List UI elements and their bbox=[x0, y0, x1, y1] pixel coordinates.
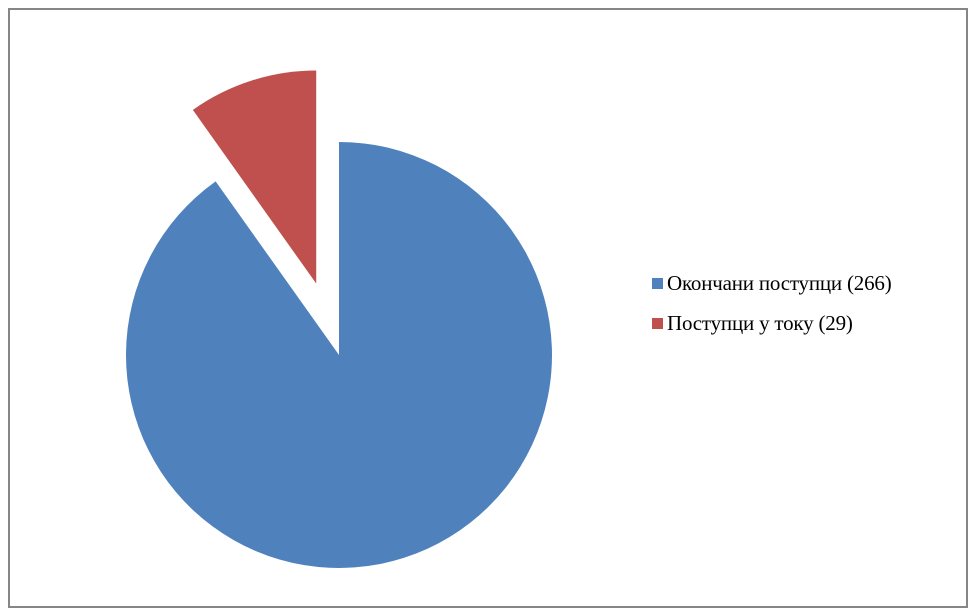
legend-label-completed: Окончани поступци (266) bbox=[667, 270, 892, 295]
legend-item-in-progress: Поступци у току (29) bbox=[652, 308, 891, 338]
pie-slices bbox=[126, 70, 553, 568]
legend: Окончани поступци (266) Поступци у току … bbox=[652, 268, 892, 348]
legend-label-in-progress: Поступци у току (29) bbox=[667, 310, 853, 335]
legend-item-completed: Окончани поступци (266) bbox=[652, 268, 892, 298]
pie-slice-in-progress bbox=[192, 70, 317, 284]
pie-slice-completed bbox=[126, 142, 553, 568]
pie-chart bbox=[126, 70, 553, 568]
legend-swatch-completed bbox=[652, 277, 663, 289]
legend-swatch-in-progress bbox=[652, 317, 663, 329]
